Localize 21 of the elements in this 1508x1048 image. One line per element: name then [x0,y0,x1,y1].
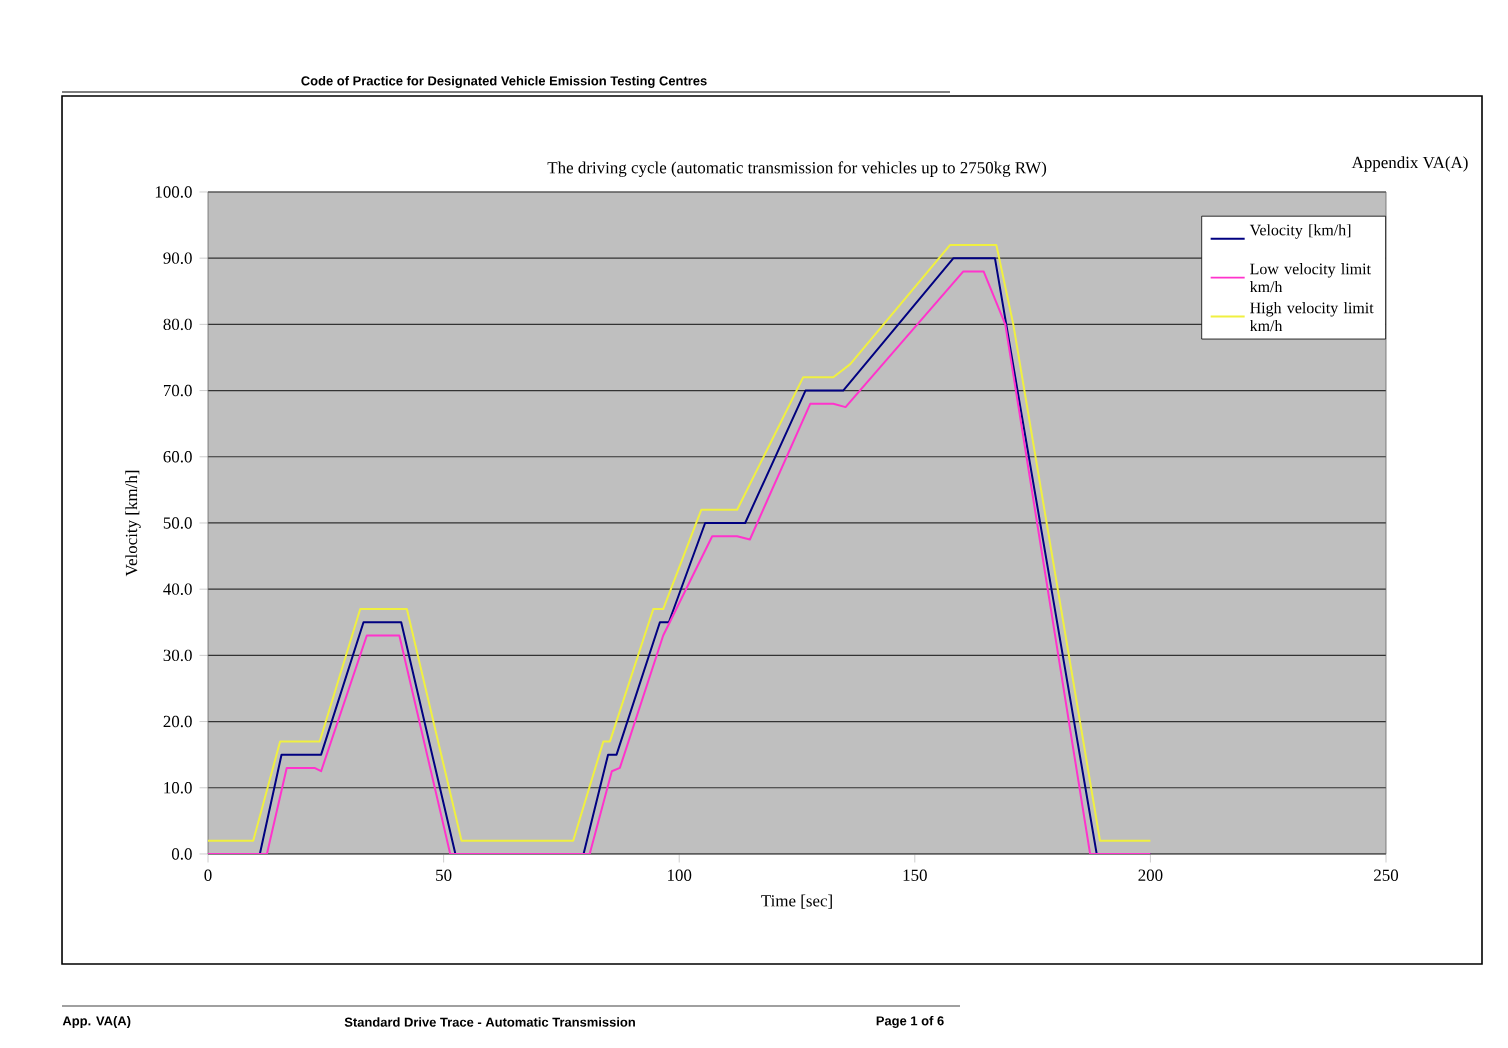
x-tick-label: 250 [1374,869,1399,881]
x-tick-label: 100 [668,869,692,881]
x-tick-label: 200 [1138,869,1163,881]
x-tick-label: 0 [204,869,212,881]
y-tick-label: 90.0 [163,252,192,264]
y-tick-label: 60.0 [163,451,192,463]
x-axis-title: Time [sec] [761,894,832,909]
x-tick-label: 50 [436,869,452,881]
y-tick-label: 100.0 [155,186,192,198]
text: Appendix VA(A) [1351,156,1468,172]
x-tick-label: 150 [903,869,927,881]
y-tick-label: 10.0 [164,782,192,794]
y-axis-title: Velocity [km/h] [125,470,141,577]
y-tick-label: 30.0 [163,649,192,662]
y-tick-label: 80.0 [163,318,192,331]
y-tick-label: 50.0 [163,517,192,529]
chart-title: The driving cycle (automatic transmission for vehicles up to 2750kg RW) [547,161,1047,177]
y-tick-label: 70.0 [163,384,192,397]
y-tick-label: 0.0 [171,848,192,860]
y-tick-label: 40.0 [163,583,192,595]
y-tick-label: 20.0 [163,715,192,728]
